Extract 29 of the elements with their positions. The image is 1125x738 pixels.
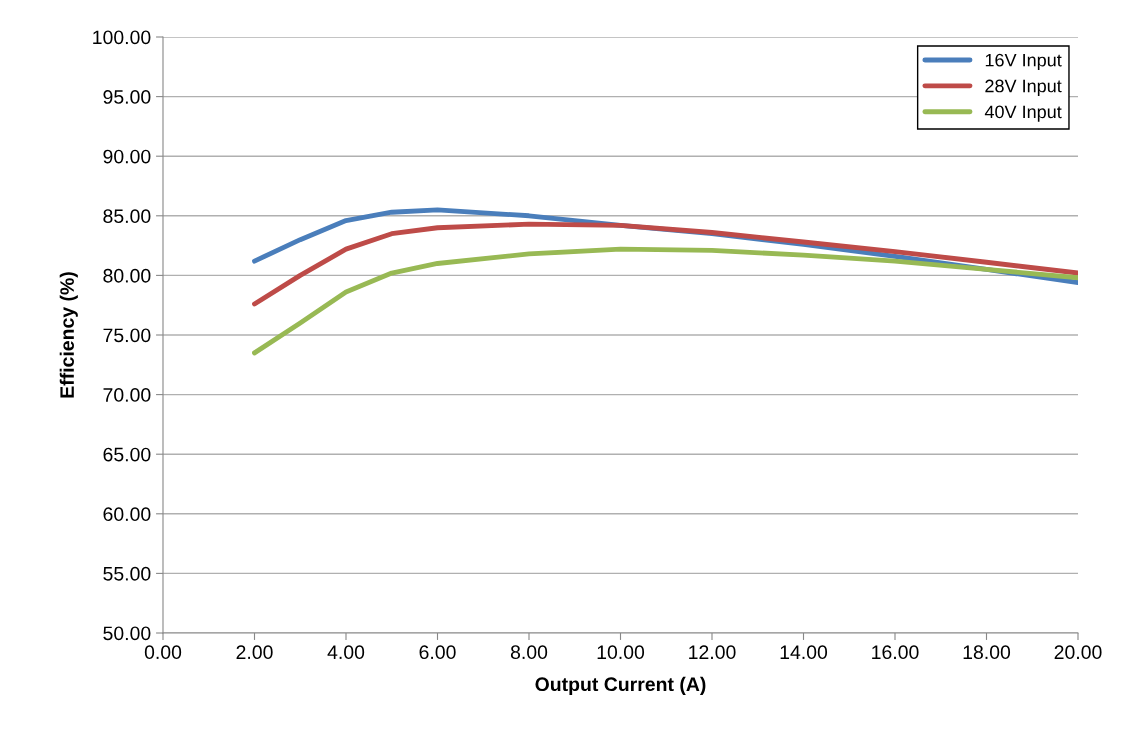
y-tick-label: 95.00: [103, 90, 151, 104]
y-tick-label: 85.00: [103, 209, 151, 224]
y-tick-label: 50.00: [103, 626, 151, 641]
x-tick-label: 0.00: [144, 645, 182, 660]
x-tick-label: 6.00: [419, 645, 456, 660]
legend-label: 28V Input: [985, 79, 1062, 96]
y-tick-label: 60.00: [103, 507, 151, 522]
y-tick-label: 80.00: [103, 268, 151, 283]
x-tick-label: 2.00: [236, 645, 273, 660]
y-axis-title: Efficiency (%): [59, 272, 78, 398]
legend-label: 16V Input: [985, 53, 1062, 71]
x-tick-label: 18.00: [963, 645, 1011, 660]
x-tick-label: 10.00: [597, 645, 645, 660]
line-series: [252, 221, 1078, 307]
line-series: [252, 246, 1078, 356]
x-tick-label: 16.00: [872, 645, 919, 660]
x-tick-label: 20.00: [1054, 645, 1102, 660]
y-tick-label: 90.00: [103, 149, 151, 164]
y-tick-label: 65.00: [103, 447, 151, 462]
x-tick-label: 8.00: [510, 645, 548, 660]
legend-label: 40V Input: [984, 105, 1062, 122]
x-tick-label: 12.00: [689, 645, 736, 660]
x-tick-label: 4.00: [327, 645, 365, 660]
y-tick-label: 75.00: [103, 328, 151, 343]
y-tick-label: 70.00: [103, 388, 151, 402]
y-tick-label: 55.00: [103, 566, 151, 581]
x-tick-label: 14.00: [780, 645, 828, 660]
y-tick-label: 100.00: [93, 30, 151, 45]
x-axis-title: Output Current (A): [535, 676, 706, 695]
